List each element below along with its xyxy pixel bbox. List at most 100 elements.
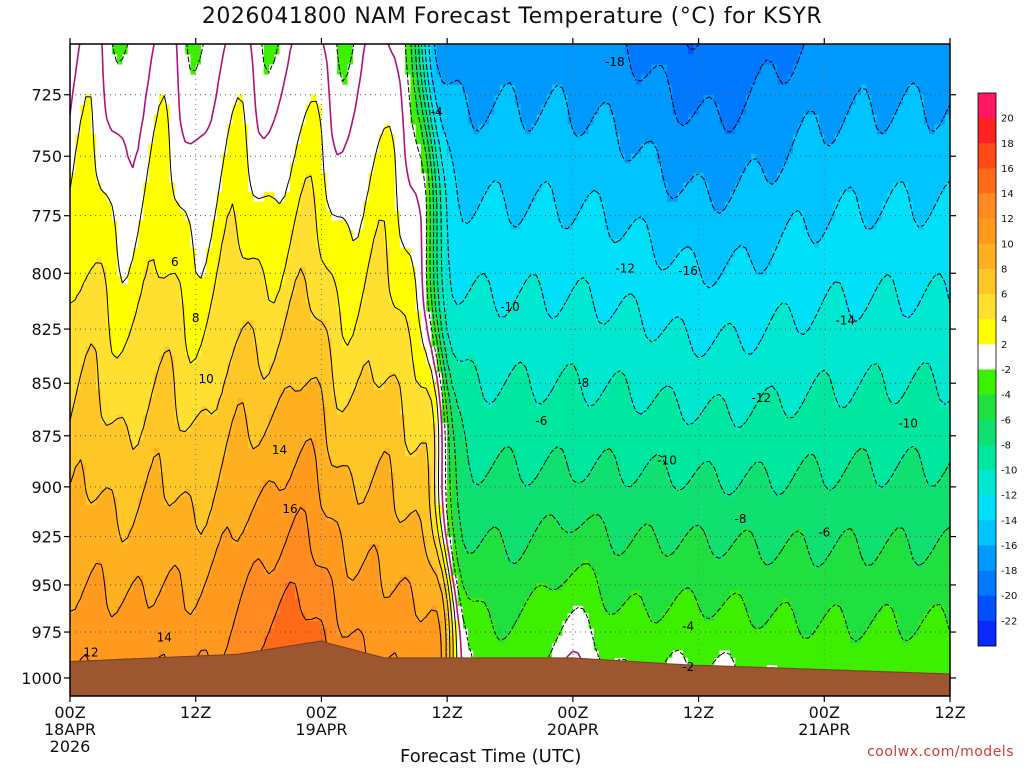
x-tick-label: 00Z [54, 703, 85, 722]
y-tick-label: 825 [31, 320, 62, 339]
legend-swatch [978, 319, 996, 345]
y-tick-label: 1000 [21, 669, 62, 688]
x-tick-label: 12Z [180, 703, 211, 722]
contour-label: 12 [83, 645, 98, 659]
contour-10 [70, 438, 442, 693]
contour--16 [434, 44, 950, 214]
contour-label: -10 [898, 416, 918, 430]
legend-swatch [978, 269, 996, 295]
contour--10 [421, 44, 950, 428]
x-tick-label: 19APR [295, 720, 347, 739]
legend-label: 8 [1001, 265, 1007, 276]
contour--8 [417, 44, 950, 496]
contour-label: 14 [272, 443, 287, 457]
legend-swatch [978, 243, 996, 270]
legend-swatch [978, 193, 996, 219]
legend-swatch [978, 595, 996, 622]
grid-lines [70, 44, 950, 696]
legend-swatch [978, 620, 996, 647]
x-tick-label: 18APR [44, 720, 96, 739]
contour--14 [428, 44, 950, 289]
legend-swatch [978, 118, 996, 144]
y-tick-label: 950 [31, 576, 62, 595]
contour-label: 16 [282, 502, 297, 516]
legend-label: -16 [1001, 541, 1017, 552]
legend-swatch [978, 168, 996, 194]
legend-label: 14 [1001, 189, 1014, 200]
y-tick-label: 800 [31, 264, 62, 283]
legend-label: -6 [1001, 415, 1011, 426]
axes: 725 750 775 800 825 850 875 900 925 950 975 1000 00Z… [21, 38, 966, 756]
contour-label: -6 [818, 526, 830, 540]
contour-label: 10 [199, 372, 214, 386]
contour--12 [424, 44, 950, 359]
legend-label: -22 [1001, 616, 1017, 627]
contour-label: -10 [657, 454, 677, 468]
legend-swatch [978, 545, 996, 571]
contour-label: -8 [577, 376, 589, 390]
y-tick-label: 975 [31, 623, 62, 642]
x-tick-label: 12Z [431, 703, 462, 722]
contour-label: -2 [682, 660, 694, 674]
legend-label: -18 [1001, 566, 1017, 577]
legend-label: 4 [1001, 315, 1007, 326]
legend-label: -4 [1001, 390, 1011, 401]
x-tick-label: 20APR [547, 720, 599, 739]
contour--20 [686, 44, 700, 51]
legend-swatch [978, 294, 996, 320]
x-tick-label: 21APR [798, 720, 850, 739]
legend-label: -8 [1001, 440, 1011, 451]
legend-swatch [978, 143, 996, 169]
contour-label: -4 [682, 619, 694, 633]
legend-label: 6 [1001, 290, 1007, 301]
contour-label: -8 [735, 512, 747, 526]
y-tick-label: 775 [31, 207, 62, 226]
y-tick-label: 875 [31, 427, 62, 446]
contour-label: 8 [192, 311, 200, 325]
contour-label: -6 [535, 414, 547, 428]
legend-swatch [978, 419, 996, 446]
legend-label: -2 [1001, 365, 1011, 376]
legend-label: 2 [1001, 340, 1007, 351]
ground-surface [70, 640, 950, 696]
y-tick-label: 900 [31, 478, 62, 497]
legend-swatch [978, 93, 996, 119]
legend-label: 12 [1001, 214, 1014, 225]
legend-label: -20 [1001, 591, 1017, 602]
contour-label: -4 [431, 105, 443, 119]
y-tick-label: 725 [31, 86, 62, 105]
x-tick-label: 00Z [809, 703, 840, 722]
legend-swatch [978, 570, 996, 596]
legend-label: 20 [1001, 114, 1014, 125]
chart-title: 2026041800 NAM Forecast Temperature (°C)… [201, 4, 823, 29]
contour--6 [414, 44, 950, 568]
legend-frame [977, 92, 997, 647]
contour-6 [70, 268, 451, 693]
contour-labels: 6 8 10 14 16 14 12 -4 -18 -12 -16 -10 -14 -8 -12 -6 -10 -… [83, 55, 918, 674]
contour-label: 6 [171, 255, 179, 269]
legend-label: -10 [1001, 466, 1017, 477]
contour-label: 14 [157, 631, 172, 645]
legend-swatch [978, 495, 996, 521]
contour-label: -12 [615, 262, 635, 276]
legend-swatch [978, 369, 996, 395]
legend-label: 16 [1001, 164, 1014, 175]
contour--4 [410, 44, 950, 642]
legend-swatch [978, 218, 996, 245]
terrain [70, 640, 950, 696]
site-credit[interactable]: coolwx.com/models [867, 744, 1014, 760]
x-tick-label: 12Z [683, 703, 714, 722]
contour-label: -12 [752, 391, 772, 405]
x-tick-label: 00Z [306, 703, 337, 722]
contour--18 [626, 44, 805, 133]
contour-4 [70, 175, 455, 693]
legend-swatch [978, 394, 996, 420]
legend-label: 10 [1001, 239, 1014, 250]
legend-label: 18 [1001, 139, 1014, 150]
contour-0 [70, 44, 592, 693]
plot-frame [69, 43, 951, 697]
contour-label: -16 [678, 264, 698, 278]
legend-swatch [978, 344, 996, 370]
contour-2 [70, 95, 459, 693]
